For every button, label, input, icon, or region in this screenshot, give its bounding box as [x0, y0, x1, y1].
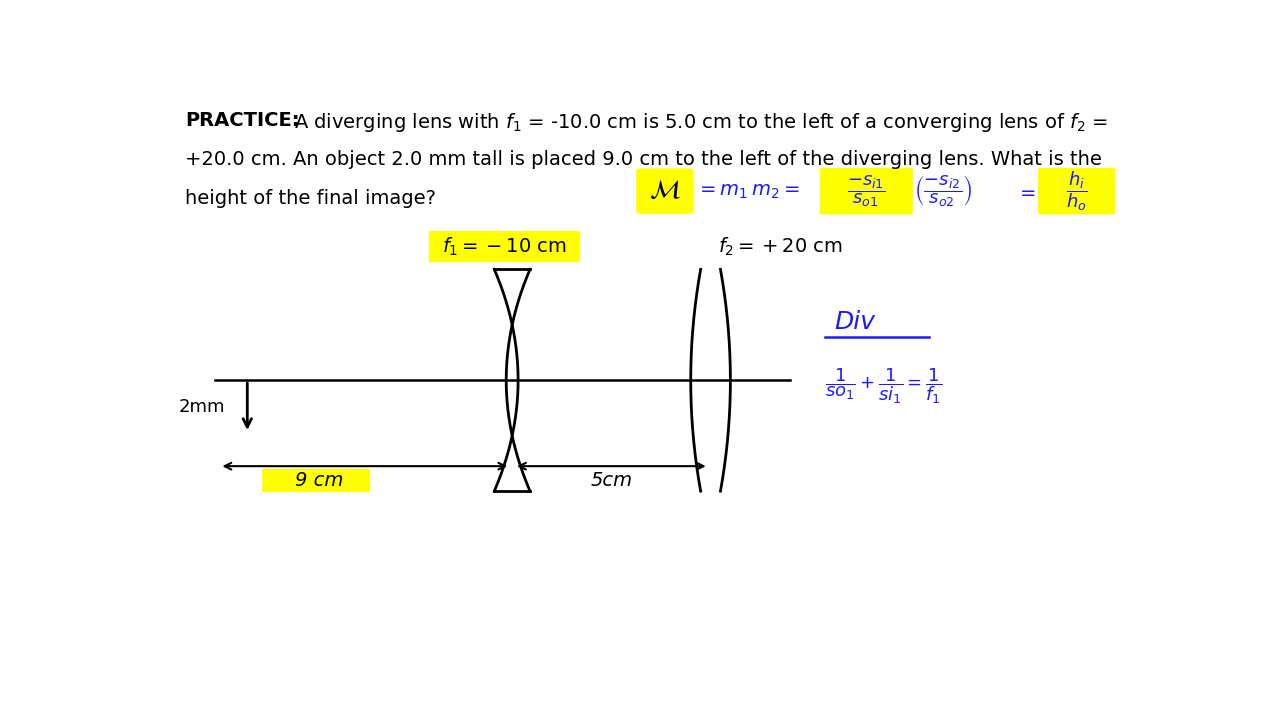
- Text: A diverging lens with $f_1$ = -10.0 cm is 5.0 cm to the left of a converging len: A diverging lens with $f_1$ = -10.0 cm i…: [294, 112, 1108, 135]
- Text: +20.0 cm. An object 2.0 mm tall is placed 9.0 cm to the left of the diverging le: +20.0 cm. An object 2.0 mm tall is place…: [184, 150, 1102, 169]
- FancyBboxPatch shape: [1038, 168, 1115, 215]
- Text: Div: Div: [835, 310, 876, 334]
- Text: $\dfrac{1}{so_1} + \dfrac{1}{si_1} = \dfrac{1}{f_1}$: $\dfrac{1}{so_1} + \dfrac{1}{si_1} = \df…: [824, 366, 942, 405]
- Text: $f_2=+20$ cm: $f_2=+20$ cm: [718, 235, 844, 258]
- FancyBboxPatch shape: [429, 231, 580, 262]
- Text: $\left(\dfrac{-s_{i2}}{s_{o2}}\right)$: $\left(\dfrac{-s_{i2}}{s_{o2}}\right)$: [914, 174, 972, 209]
- Text: 5cm: 5cm: [590, 471, 632, 490]
- Text: $=$: $=$: [1016, 181, 1037, 201]
- Text: height of the final image?: height of the final image?: [184, 189, 435, 208]
- Text: 9 cm: 9 cm: [294, 471, 343, 490]
- Text: $\dfrac{-s_{i1}}{s_{o1}}$: $\dfrac{-s_{i1}}{s_{o1}}$: [847, 174, 886, 209]
- FancyBboxPatch shape: [636, 168, 694, 214]
- FancyBboxPatch shape: [819, 168, 913, 215]
- Text: $\mathcal{M}$: $\mathcal{M}$: [649, 178, 681, 204]
- Text: $= m_1\,m_2 =$: $= m_1\,m_2 =$: [696, 181, 800, 201]
- Text: $f_1=-10$ cm: $f_1=-10$ cm: [442, 235, 567, 258]
- Text: PRACTICE:: PRACTICE:: [184, 112, 300, 130]
- Text: 2mm: 2mm: [179, 397, 225, 415]
- Text: $\dfrac{h_i}{h_o}$: $\dfrac{h_i}{h_o}$: [1066, 169, 1088, 213]
- FancyBboxPatch shape: [262, 469, 370, 492]
